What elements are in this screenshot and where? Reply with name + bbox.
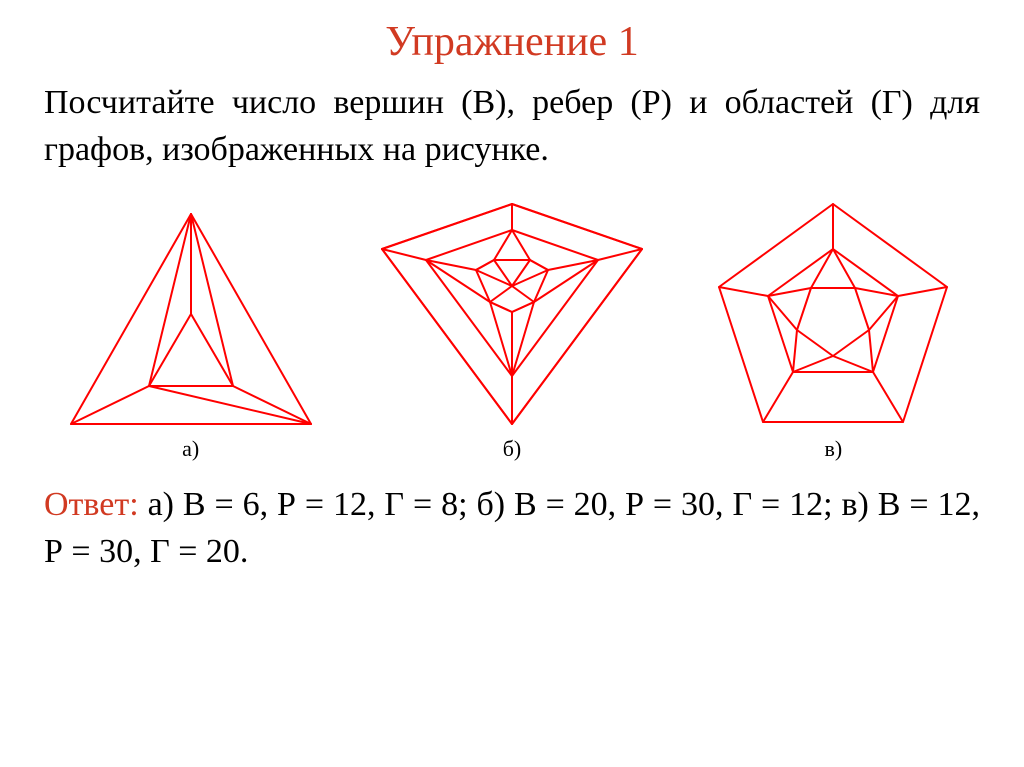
figure-row: а) б) в) — [0, 174, 1024, 462]
figure-b-label: б) — [503, 436, 522, 462]
graph-a-icon — [56, 204, 326, 434]
figure-c: в) — [698, 194, 968, 462]
figure-c-label: в) — [824, 436, 842, 462]
answer-label: Ответ: — [44, 486, 139, 523]
graph-b-icon — [367, 194, 657, 434]
answer-body: а) В = 6, Р = 12, Г = 8; б) В = 20, Р = … — [44, 486, 980, 570]
graph-c-icon — [698, 194, 968, 434]
exercise-title: Упражнение 1 — [0, 0, 1024, 76]
figure-a-label: а) — [182, 436, 199, 462]
answer-block: Ответ: а) В = 6, Р = 12, Г = 8; б) В = 2… — [0, 462, 1024, 576]
figure-b: б) — [367, 194, 657, 462]
figure-a: а) — [56, 204, 326, 462]
exercise-prompt: Посчитайте число вершин (В), ребер (Р) и… — [0, 76, 1024, 174]
page: Упражнение 1 Посчитайте число вершин (В)… — [0, 0, 1024, 767]
